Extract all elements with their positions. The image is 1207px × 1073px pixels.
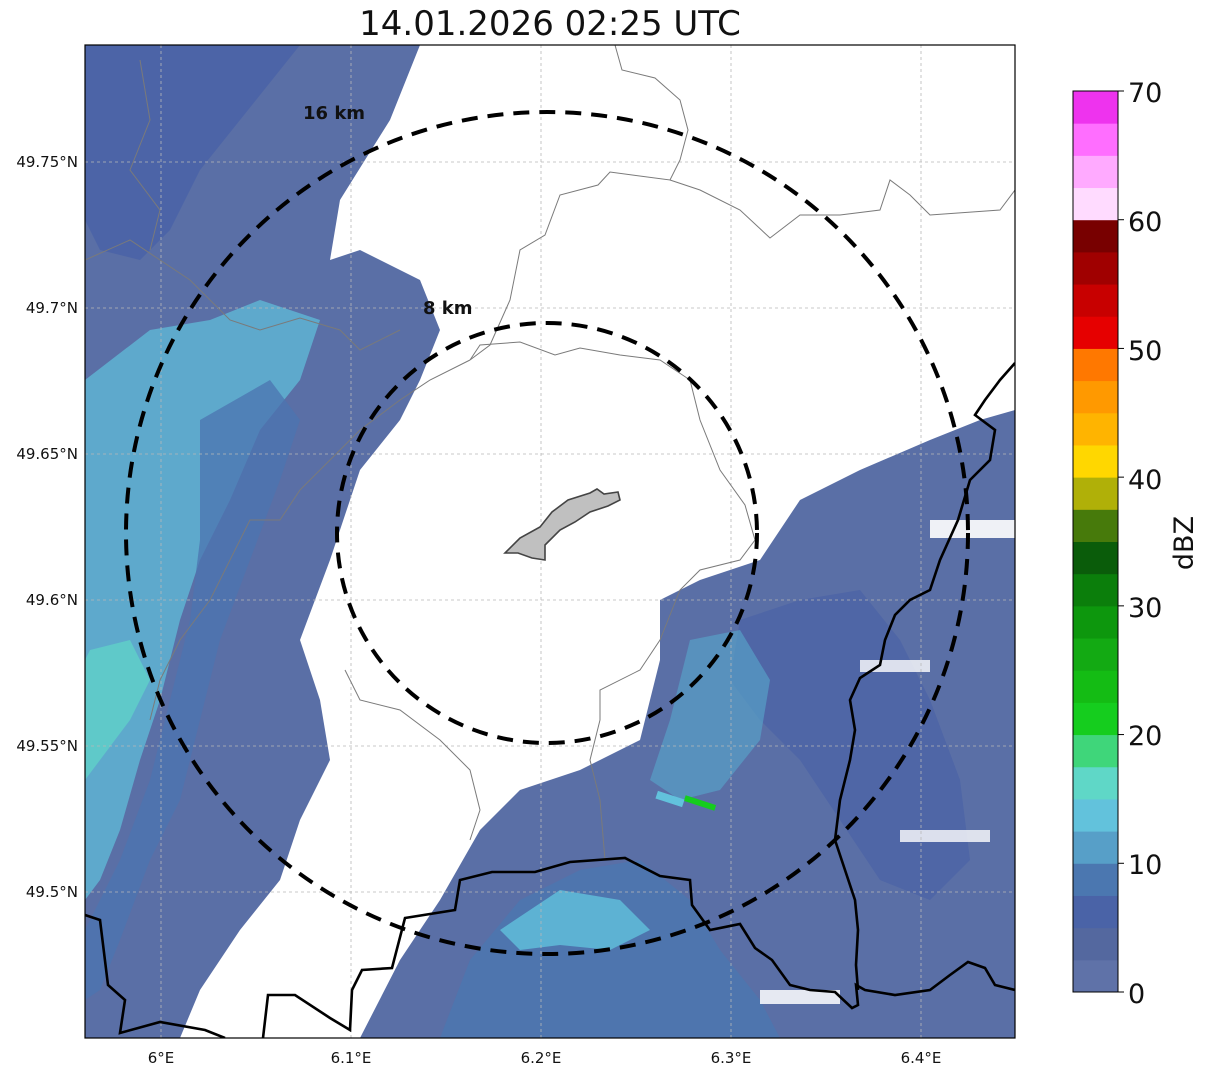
colorbar-segment — [1073, 734, 1118, 768]
colorbar-segment — [1073, 219, 1118, 253]
gridlines — [85, 45, 1015, 1038]
colorbar-segment — [1073, 670, 1118, 703]
echo-east-light — [650, 630, 770, 800]
colorbar-segment — [1073, 702, 1118, 736]
lake-feature — [503, 488, 621, 561]
echo-west-light — [85, 300, 320, 900]
colorbar-segment — [1073, 605, 1118, 639]
colorbar-tick-label: 40 — [1128, 465, 1162, 496]
national-borders — [85, 362, 1015, 1038]
colorbar-segment — [1073, 251, 1118, 285]
colorbar-segment — [1073, 284, 1118, 317]
colorbar-segment — [1073, 91, 1118, 124]
echo-west-cyan — [85, 640, 150, 780]
lon-tick-label: 6.4°E — [901, 1049, 942, 1067]
colorbar-segment — [1073, 573, 1118, 607]
plot-frame — [84, 44, 1016, 1039]
colorbar-segment — [1073, 959, 1118, 993]
colorbar-label: dBZ — [1169, 516, 1200, 570]
colorbar-segment — [1073, 187, 1118, 221]
colorbar-tick-label: 10 — [1128, 850, 1162, 881]
range-ring-label-8km: 8 km — [423, 298, 473, 319]
range-ring-16km — [124, 110, 970, 956]
colorbar-tick-label: 70 — [1128, 78, 1162, 109]
colorbar-segment — [1073, 380, 1118, 414]
colorbar-segment — [1073, 798, 1118, 832]
colorbar-ticks: 70 60 50 40 30 20 10 0 — [1128, 78, 1162, 1010]
lon-tick-label: 6.1°E — [331, 1049, 372, 1067]
precipitation-echoes — [85, 45, 1015, 1038]
lon-tick-label: 6.3°E — [711, 1049, 752, 1067]
colorbar-segment — [1073, 155, 1118, 189]
colorbar-tick-label: 60 — [1128, 207, 1162, 238]
colorbar-segment — [1073, 927, 1118, 961]
colorbar-segment — [1073, 477, 1118, 510]
echo-south-cyan — [500, 890, 650, 950]
colorbar-segment — [1073, 638, 1118, 671]
colorbar-frame — [1072, 90, 1119, 993]
lon-tick-label: 6.2°E — [521, 1049, 562, 1067]
colorbar-segment — [1073, 348, 1118, 382]
colorbar-segment — [1073, 541, 1118, 575]
lon-tick-label: 6°E — [148, 1049, 175, 1067]
colorbar-tick-label: 0 — [1128, 979, 1145, 1010]
colorbar-segment — [1073, 895, 1118, 929]
colorbar-tick-label: 20 — [1128, 721, 1162, 752]
lat-tick-label: 49.6°N — [26, 591, 78, 609]
range-ring-label-16km: 16 km — [303, 103, 365, 124]
range-ring-8km — [335, 321, 759, 745]
colorbar-tick-label: 50 — [1128, 336, 1162, 367]
longitude-ticks: 6°E 6.1°E 6.2°E 6.3°E 6.4°E — [148, 1049, 942, 1067]
latitude-ticks: 49.75°N 49.7°N 49.65°N 49.6°N 49.55°N 49… — [16, 153, 78, 901]
colorbar-segment — [1073, 444, 1118, 478]
colorbar-segment — [1073, 316, 1118, 349]
lat-tick-label: 49.75°N — [16, 153, 78, 171]
admin-borders — [85, 45, 1015, 861]
colorbar-segment — [1073, 766, 1118, 800]
lat-tick-label: 49.5°N — [26, 883, 78, 901]
colorbar-segment — [1073, 509, 1118, 542]
map-title: 14.01.2026 02:25 UTC — [359, 4, 741, 44]
colorbar-tick-label: 30 — [1128, 593, 1162, 624]
lat-tick-label: 49.65°N — [16, 445, 78, 463]
echo-north-strip — [85, 45, 300, 260]
colorbar-segment — [1073, 412, 1118, 446]
colorbar — [1072, 90, 1124, 993]
lat-tick-label: 49.55°N — [16, 737, 78, 755]
colorbar-segment — [1073, 123, 1118, 156]
lat-tick-label: 49.7°N — [26, 299, 78, 317]
colorbar-segment — [1073, 831, 1118, 864]
echo-west-mid — [85, 380, 300, 1000]
colorbar-segment — [1073, 863, 1118, 896]
